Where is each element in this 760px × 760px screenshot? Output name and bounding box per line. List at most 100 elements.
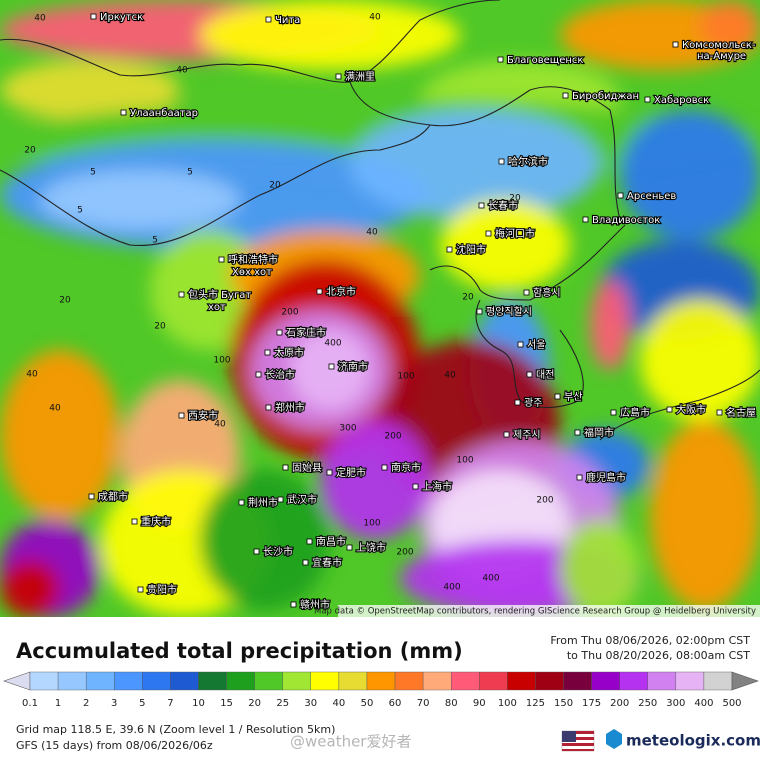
city-marker	[562, 92, 569, 99]
city-label: 长治市	[265, 368, 295, 381]
city-marker	[328, 363, 335, 370]
city-marker	[497, 56, 504, 63]
city-label: 広島市	[620, 406, 650, 419]
legend-tick-label: 5	[139, 698, 145, 709]
city-label: 西安市	[188, 409, 218, 422]
city-label: 梅河口市	[495, 227, 535, 240]
legend-swatch	[647, 671, 677, 691]
legend-swatch	[451, 671, 480, 691]
legend-tick-label: 20	[248, 698, 261, 709]
legend-tick-label: 150	[554, 698, 573, 709]
legend-tick-label: 500	[722, 698, 741, 709]
watermark: @weather爱好者	[290, 733, 411, 751]
city-label: хот	[208, 302, 226, 313]
city-marker	[526, 371, 533, 378]
city-label: 南京市	[391, 461, 421, 474]
city-marker	[290, 601, 297, 608]
city-label: Чита	[275, 15, 300, 26]
city-label: 重庆市	[141, 515, 171, 528]
city-label: 大阪市	[676, 403, 706, 416]
legend-tick-label: 125	[526, 698, 545, 709]
legend-swatch	[142, 671, 171, 691]
city-label: 贵阳市	[147, 583, 177, 596]
precip-area	[590, 280, 630, 370]
city-label: 呼和浩特市	[228, 253, 278, 266]
city-marker	[446, 246, 453, 253]
legend-tick-label: 1	[55, 698, 61, 709]
legend-swatch	[591, 671, 620, 691]
contour-label: 40	[444, 371, 456, 381]
contour-label: 40	[49, 404, 61, 414]
legend-tick-label: 25	[276, 698, 289, 709]
legend-tick-label: 300	[666, 698, 685, 709]
city-label: Благовещенск	[507, 55, 583, 66]
city-marker	[265, 16, 272, 23]
precip-area	[640, 300, 760, 420]
legend-tick-label: 175	[582, 698, 601, 709]
city-label: 제주시	[513, 429, 541, 441]
legend-swatch	[114, 671, 143, 691]
city-marker	[255, 371, 262, 378]
city-marker	[478, 202, 485, 209]
contour-label: 200	[281, 308, 298, 318]
city-marker	[178, 291, 185, 298]
legend-swatch	[507, 671, 536, 691]
precip-area	[290, 330, 370, 410]
city-label: 武汉市	[287, 493, 317, 506]
precip-area	[0, 60, 180, 120]
legend-swatch	[338, 671, 368, 691]
contour-label: 400	[443, 583, 460, 593]
city-marker	[316, 288, 323, 295]
contour-label: 200	[536, 496, 553, 506]
city-marker	[517, 341, 524, 348]
legend-swatch	[422, 671, 452, 691]
city-label: 沈阳市	[456, 243, 486, 256]
legend-tick-label: 2	[83, 698, 89, 709]
precip-area	[320, 420, 430, 540]
legend-swatch	[29, 671, 59, 691]
contour-label: 5	[152, 236, 158, 246]
legend-tick-label: 90	[473, 698, 486, 709]
contour-label: 5	[77, 206, 83, 216]
contour-label: 400	[324, 339, 341, 349]
legend-swatch	[394, 671, 424, 691]
city-label: 名古屋	[726, 406, 756, 419]
city-label: Хабаровск	[654, 95, 709, 106]
legend-tick-label: 0.1	[22, 698, 38, 709]
city-marker	[644, 96, 651, 103]
city-label: на-Амуре	[697, 51, 746, 62]
legend-tick-label: 50	[361, 698, 374, 709]
city-label: 郑州市	[275, 401, 305, 414]
contour-label: 20	[154, 322, 166, 332]
legend-swatch	[675, 671, 705, 691]
legend-tick-label: 400	[694, 698, 713, 709]
contour-label: 40	[34, 14, 46, 24]
city-marker	[282, 464, 289, 471]
contour-label: 100	[213, 356, 230, 366]
city-label: 福岡市	[584, 426, 614, 439]
city-marker	[554, 393, 561, 400]
city-marker	[306, 538, 313, 545]
city-marker	[326, 469, 333, 476]
contour-label: 20	[509, 194, 521, 204]
city-label: 대전	[536, 369, 554, 381]
contour-label: 200	[384, 432, 401, 442]
city-marker	[120, 109, 127, 116]
legend-tick-label: 200	[610, 698, 629, 709]
city-label: 荆州市	[248, 496, 278, 509]
city-label: 固始县	[292, 461, 322, 474]
legend-swatch	[85, 671, 115, 691]
city-marker	[335, 73, 342, 80]
legend-swatch	[226, 671, 255, 691]
city-label: 함흥시	[533, 286, 561, 299]
precip-area	[620, 110, 760, 240]
legend-swatch	[619, 671, 648, 691]
city-marker	[485, 230, 492, 237]
city-label: 鹿児島市	[586, 471, 626, 484]
city-marker	[238, 499, 245, 506]
contour-label: 20	[24, 146, 36, 156]
legend-swatch	[366, 671, 396, 691]
precip-area	[200, 0, 460, 70]
legend-tick-label: 40	[333, 698, 346, 709]
